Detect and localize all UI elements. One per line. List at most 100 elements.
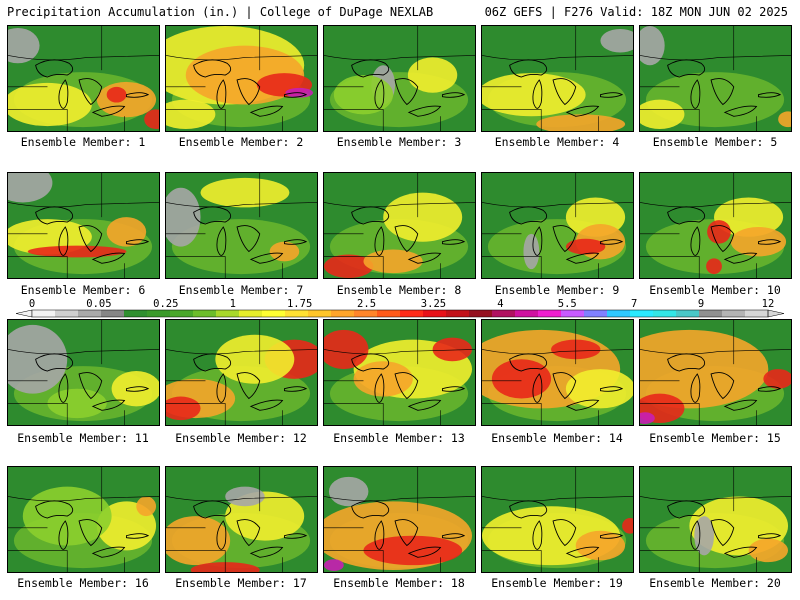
great-lake-outline [552, 225, 577, 253]
ensemble-map-panel-18[interactable] [323, 466, 476, 573]
ensemble-map-panel-8[interactable] [323, 172, 476, 279]
ensemble-map-panel-12[interactable] [165, 319, 318, 426]
ensemble-map-panel-10[interactable] [639, 172, 792, 279]
precip-field-light [171, 219, 311, 275]
colorbar-tick-label: 4 [497, 298, 503, 310]
precip-patch-gray [166, 187, 201, 247]
precip-map-12 [166, 320, 317, 425]
ensemble-map-panel-9[interactable] [481, 172, 634, 279]
great-lake-outline [710, 78, 735, 106]
colorbar-swatch [331, 310, 355, 317]
ensemble-member-label: Ensemble Member: 18 [333, 576, 465, 590]
colorbar-swatch [446, 310, 470, 317]
precip-patch-gray [8, 324, 68, 394]
great-lake-outline [757, 239, 782, 245]
precip-map-9 [482, 173, 633, 278]
precip-patch-yellow [8, 82, 92, 127]
ensemble-member-label: Ensemble Member: 13 [333, 431, 465, 445]
precip-patch-red [106, 86, 127, 103]
precip-patch-red [432, 337, 473, 362]
precip-map-13 [324, 320, 475, 425]
ensemble-map-panel-13[interactable] [323, 319, 476, 426]
ensemble-member-label: Ensemble Member: 17 [175, 576, 307, 590]
ensemble-map-panel-16[interactable] [7, 466, 160, 573]
great-lake-outline [351, 206, 390, 225]
great-lake-outline [193, 353, 232, 372]
precip-patch-orange [536, 114, 626, 131]
colorbar-swatch [538, 310, 562, 317]
precip-map-8 [324, 173, 475, 278]
colorbar-swatch [78, 310, 102, 317]
great-lake-outline [407, 252, 442, 264]
ensemble-map-panel-15[interactable] [639, 319, 792, 426]
colorbar-swatch [515, 310, 539, 317]
precip-patch-yellow [565, 369, 633, 409]
great-lake-outline [710, 372, 735, 400]
ensemble-member-label: Ensemble Member: 11 [17, 431, 149, 445]
colorbar-tick-label: 2.5 [357, 298, 376, 310]
precip-patch-red [565, 238, 606, 255]
state-border [482, 109, 542, 131]
state-border [166, 349, 317, 355]
precip-patch-red [27, 245, 127, 258]
great-lake-outline [236, 225, 261, 253]
ensemble-map-panel-2[interactable] [165, 25, 318, 132]
precip-map-17 [166, 467, 317, 572]
precip-patch-yellow [640, 99, 685, 130]
colorbar-swatch [676, 310, 700, 317]
precip-patch-yellow [407, 57, 458, 93]
colorbar-swatch [239, 310, 263, 317]
colorbar-swatch [722, 310, 746, 317]
ensemble-member-label: Ensemble Member: 6 [20, 283, 146, 297]
state-border [8, 349, 159, 355]
great-lake-outline [509, 59, 548, 78]
ensemble-map-panel-11[interactable] [7, 319, 160, 426]
ensemble-map-panel-4[interactable] [481, 25, 634, 132]
state-border [8, 256, 68, 278]
ensemble-map-panel-20[interactable] [639, 466, 792, 573]
great-lake-outline [441, 386, 466, 392]
precipitation-colorbar: 0 0.05 0.25 1 1.75 2.5 3.25 4 5.5 7 9 12 [15, 298, 785, 318]
great-lake-outline [667, 59, 706, 78]
ensemble-map-panel-19[interactable] [481, 466, 634, 573]
ensemble-map-panel-1[interactable] [7, 25, 160, 132]
colorbar-swatch [492, 310, 516, 317]
precip-patch-red [491, 359, 552, 399]
great-lake-outline [249, 105, 284, 117]
great-lake-outline [374, 79, 385, 109]
precip-patch-red [622, 518, 633, 534]
state-border [324, 496, 475, 502]
ensemble-map-panel-5[interactable] [639, 25, 792, 132]
state-border [166, 202, 317, 208]
ensemble-map-panel-14[interactable] [481, 319, 634, 426]
great-lake-outline [565, 546, 600, 558]
great-lake-outline [394, 78, 419, 106]
ensemble-member-label: Ensemble Member: 5 [652, 135, 778, 149]
colorbar-min-arrow [15, 309, 33, 318]
ensemble-map-panel-6[interactable] [7, 172, 160, 279]
great-lake-outline [690, 520, 701, 550]
precip-patch-yellow [482, 73, 586, 117]
great-lake-outline [599, 92, 624, 98]
great-lake-outline [216, 79, 227, 109]
great-lake-outline [599, 239, 624, 245]
ensemble-map-panel-7[interactable] [165, 172, 318, 279]
ensemble-map-panel-17[interactable] [165, 466, 318, 573]
state-border [324, 55, 475, 61]
great-lake-outline [125, 533, 150, 539]
great-lake-outline [78, 519, 103, 547]
great-lake-outline [35, 206, 74, 225]
great-lake-outline [552, 372, 577, 400]
state-border [482, 202, 633, 208]
ensemble-member-label: Ensemble Member: 4 [494, 135, 620, 149]
precip-patch-orange [778, 111, 791, 128]
precip-map-2 [166, 26, 317, 131]
great-lake-outline [532, 79, 543, 109]
ensemble-map-panel-3[interactable] [323, 25, 476, 132]
ensemble-member-label: Ensemble Member: 2 [178, 135, 304, 149]
precip-patch-gray [8, 27, 40, 64]
ensemble-member-label: Ensemble Member: 9 [494, 283, 620, 297]
precip-patch-red [707, 220, 731, 244]
precip-patch-red [166, 396, 201, 421]
state-border [324, 109, 384, 131]
